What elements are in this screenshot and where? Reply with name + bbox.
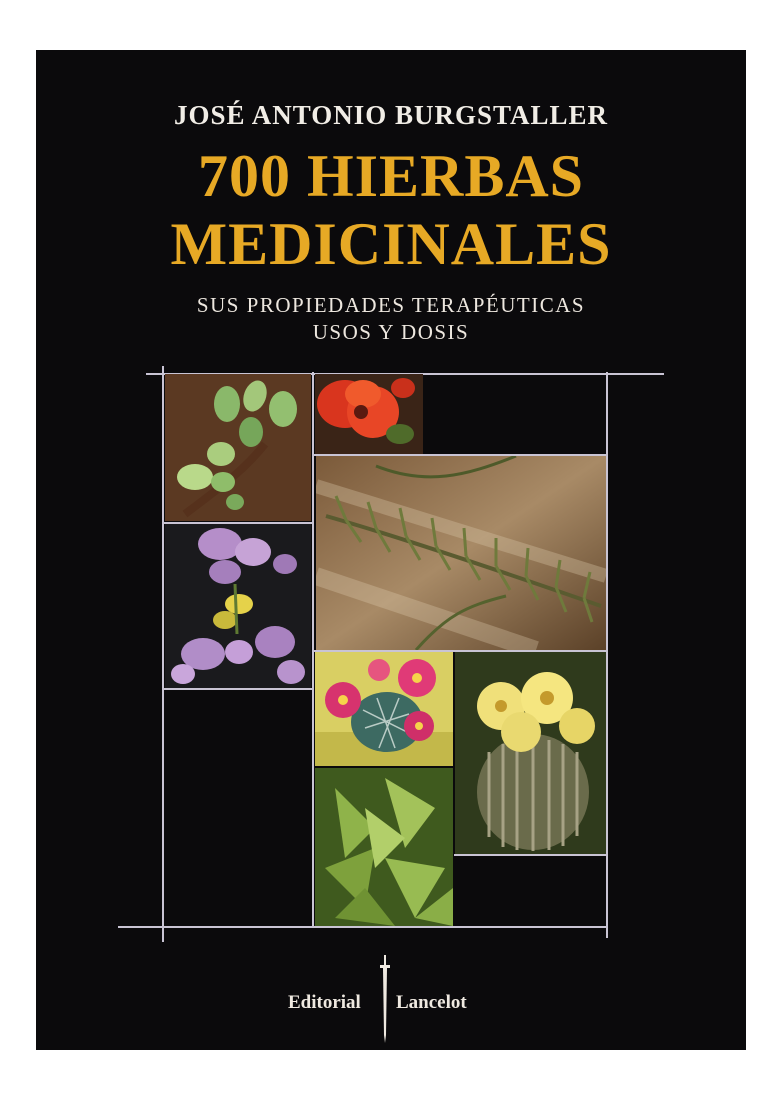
yellow-flowering-cactus-photo <box>455 652 606 854</box>
purple-flowers-photo <box>165 524 311 688</box>
frame-line-row-divider-5 <box>454 854 606 856</box>
frame-line-right <box>606 372 608 938</box>
book-title: 700 HIERBAS MEDICINALES <box>36 142 746 278</box>
pink-flowering-cactus-photo <box>315 652 453 766</box>
title-line-2: MEDICINALES <box>170 211 612 277</box>
subtitle-line-2: USOS Y DOSIS <box>312 320 470 344</box>
green-succulent-shoot-photo <box>165 374 311 521</box>
book-cover: JOSÉ ANTONIO BURGSTALLER 700 HIERBAS MED… <box>36 50 746 1050</box>
frame-line-row-divider-1 <box>314 454 606 456</box>
book-subtitle: SUS PROPIEDADES TERAPÉUTICAS USOS Y DOSI… <box>36 292 746 346</box>
frame-line-row-divider-4 <box>314 650 606 652</box>
title-line-1: 700 HIERBAS <box>197 143 585 209</box>
frame-line-row-divider-2 <box>164 522 312 524</box>
green-leaves-photo <box>315 768 453 926</box>
frame-line-left <box>162 366 164 942</box>
frame-line-bottom <box>118 926 606 928</box>
author-name: JOSÉ ANTONIO BURGSTALLER <box>173 100 609 130</box>
publisher-name-right: Lancelot <box>396 992 467 1013</box>
dagger-logo-icon <box>380 955 390 1043</box>
red-flower-photo <box>315 374 423 454</box>
publisher-name-left: Editorial <box>288 992 361 1013</box>
rosemary-branch-photo <box>316 456 606 650</box>
subtitle-line-1: SUS PROPIEDADES TERAPÉUTICAS <box>196 293 586 317</box>
frame-line-mid-vertical <box>312 372 314 927</box>
frame-line-row-divider-3 <box>164 688 312 690</box>
